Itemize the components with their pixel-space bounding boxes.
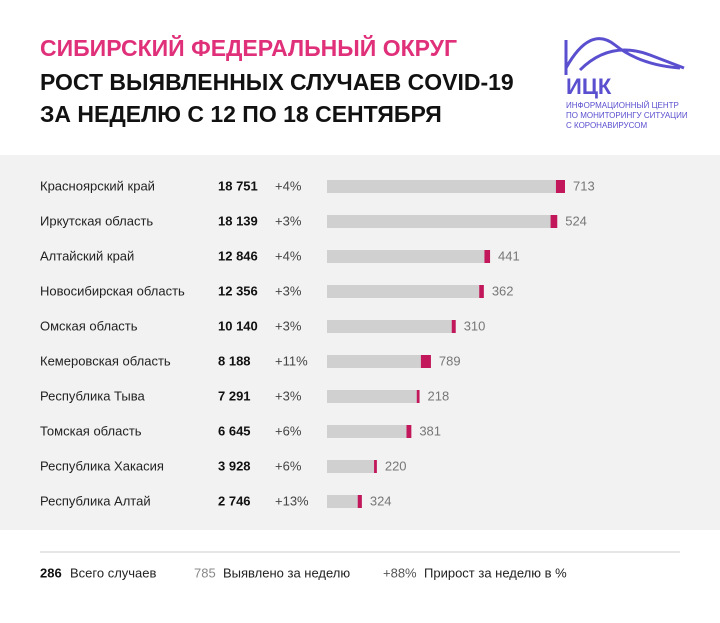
- legend-label: Выявлено за неделю: [223, 565, 350, 580]
- total-label: 7 291: [218, 388, 251, 403]
- new-bar: [357, 495, 362, 508]
- total-bar: [327, 425, 412, 438]
- total-bar: [327, 390, 420, 403]
- logo-name: ИЦК: [566, 74, 612, 99]
- total-bar: [327, 460, 377, 473]
- new-label: 362: [492, 283, 514, 298]
- new-bar: [555, 180, 565, 193]
- new-label: 524: [565, 213, 587, 228]
- total-bar: [327, 355, 431, 368]
- logo-text: С КОРОНАВИРУСОМ: [566, 121, 647, 130]
- row-label: Иркутская область: [40, 213, 153, 228]
- row-label: Республика Хакасия: [40, 458, 164, 473]
- new-bar: [420, 355, 431, 368]
- row-label: Новосибирская область: [40, 283, 185, 298]
- total-bar: [327, 215, 558, 228]
- new-bar: [416, 390, 420, 403]
- title-line: ЗА НЕДЕЛЮ С 12 ПО 18 СЕНТЯБРЯ: [40, 101, 442, 127]
- legend-sample: 785: [194, 565, 216, 580]
- new-label: 324: [370, 493, 392, 508]
- total-label: 18 751: [218, 178, 258, 193]
- pct-label: +11%: [275, 353, 308, 368]
- legend-sample: 286: [40, 565, 62, 580]
- new-bar: [451, 320, 456, 333]
- row-label: Омская область: [40, 318, 138, 333]
- legend-sample: +88%: [383, 565, 417, 580]
- row-label: Республика Алтай: [40, 493, 151, 508]
- pct-label: +13%: [275, 493, 309, 508]
- new-label: 310: [464, 318, 486, 333]
- total-label: 10 140: [218, 318, 258, 333]
- new-label: 218: [428, 388, 450, 403]
- total-label: 18 139: [218, 213, 258, 228]
- total-bar: [327, 180, 565, 193]
- new-bar: [550, 215, 558, 228]
- total-bar: [327, 495, 362, 508]
- pct-label: +3%: [275, 283, 302, 298]
- legend-label: Всего случаев: [70, 565, 157, 580]
- pct-label: +3%: [275, 318, 302, 333]
- title-line: СИБИРСКИЙ ФЕДЕРАЛЬНЫЙ ОКРУГ: [40, 34, 457, 61]
- total-label: 2 746: [218, 493, 251, 508]
- total-label: 12 356: [218, 283, 258, 298]
- new-label: 381: [419, 423, 441, 438]
- new-label: 220: [385, 458, 407, 473]
- total-bar: [327, 250, 491, 263]
- pct-label: +4%: [275, 178, 302, 193]
- pct-label: +3%: [275, 213, 302, 228]
- new-label: 789: [439, 353, 461, 368]
- logo-mark: [564, 37, 685, 75]
- title-line: РОСТ ВЫЯВЛЕННЫХ СЛУЧАЕВ COVID-19: [40, 69, 514, 95]
- pct-label: +4%: [275, 248, 302, 263]
- logo-text: ИНФОРМАЦИОННЫЙ ЦЕНТР: [566, 101, 679, 110]
- new-bar: [484, 250, 491, 263]
- total-label: 8 188: [218, 353, 251, 368]
- row-label: Алтайский край: [40, 248, 134, 263]
- new-bar: [479, 285, 484, 298]
- total-bar: [327, 285, 484, 298]
- total-bar: [327, 320, 456, 333]
- panel: [0, 155, 720, 530]
- total-label: 3 928: [218, 458, 251, 473]
- pct-label: +6%: [275, 458, 302, 473]
- row-label: Красноярский край: [40, 178, 155, 193]
- pct-label: +6%: [275, 423, 302, 438]
- row-label: Кемеровская область: [40, 353, 171, 368]
- new-bar: [374, 460, 377, 473]
- new-label: 713: [573, 178, 595, 193]
- row-label: Республика Тыва: [40, 388, 146, 403]
- legend-label: Прирост за неделю в %: [424, 565, 567, 580]
- pct-label: +3%: [275, 388, 302, 403]
- total-label: 6 645: [218, 423, 251, 438]
- row-label: Томская область: [40, 423, 142, 438]
- logo-text: ПО МОНИТОРИНГУ СИТУАЦИИ: [566, 111, 688, 120]
- total-label: 12 846: [218, 248, 258, 263]
- new-bar: [406, 425, 412, 438]
- new-label: 441: [498, 248, 520, 263]
